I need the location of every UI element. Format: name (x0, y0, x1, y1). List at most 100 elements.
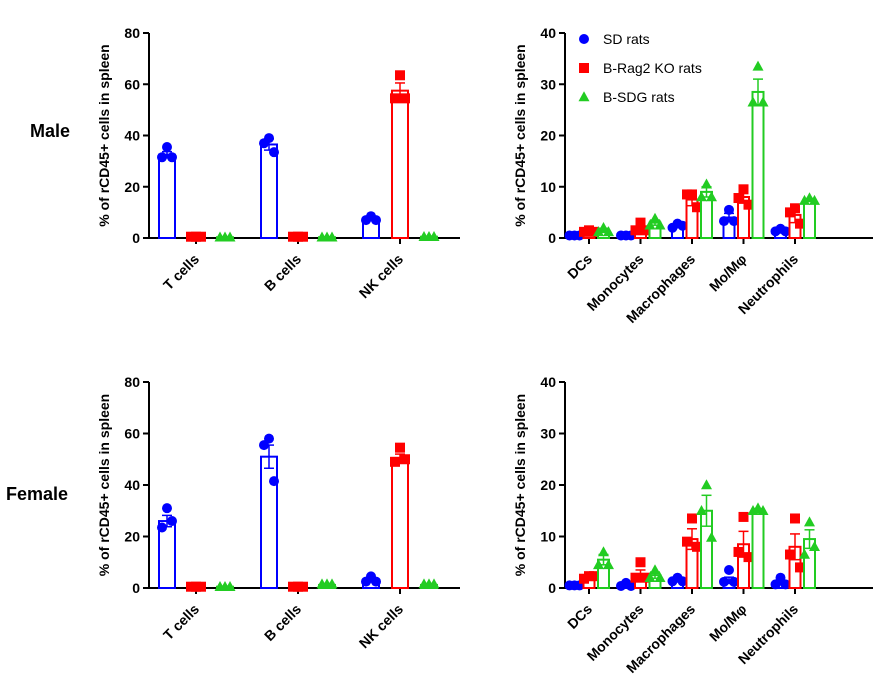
x-tick-label-t-cells: T cells (160, 601, 202, 643)
data-point-b-rag2-ko-rats (785, 207, 795, 218)
data-point-b-sdg-rats (747, 505, 759, 515)
data-point-sd-rats (167, 516, 177, 527)
legend-entry-sd-rats: SD rats (603, 31, 650, 47)
data-point-sd-rats (677, 220, 688, 231)
data-point-sd-rats (167, 152, 177, 163)
data-point-sd-rats (259, 138, 269, 149)
y-tick-label: 40 (540, 25, 556, 41)
data-point-b-sdg-rats (809, 194, 820, 205)
data-point-b-sdg-rats (757, 505, 769, 515)
data-point-b-sdg-rats (214, 231, 226, 242)
y-axis-label: % of rCD45+ cells in spleen (96, 394, 112, 576)
chart-female-myeloid: 0 10 20 30 40 % of rCD45+ cells in spleen DCs M… (512, 374, 873, 676)
y-tick-label: 30 (540, 76, 556, 92)
data-point-sd-rats (616, 230, 626, 241)
row-label-male: Male (30, 121, 71, 141)
data-point-sd-rats (371, 215, 381, 226)
data-point-b-rag2-ko-rats (288, 581, 298, 592)
bar-b-sdg-rats-neutrophils (803, 198, 816, 239)
data-point-b-rag2-ko-rats (589, 571, 599, 582)
data-point-b-rag2-ko-rats (790, 513, 800, 524)
data-point-b-sdg-rats (747, 96, 759, 107)
data-point-b-sdg-rats (593, 559, 604, 570)
data-point-b-sdg-rats (757, 96, 769, 107)
row-label-female: Female (6, 484, 69, 504)
data-point-b-rag2-ko-rats (733, 546, 744, 557)
x-tick-label-nk-cells: NK cells (356, 251, 407, 302)
data-point-b-rag2-ko-rats (288, 231, 298, 242)
data-point-b-sdg-rats (804, 516, 815, 527)
data-point-b-rag2-ko-rats (298, 581, 308, 592)
data-point-b-sdg-rats (701, 479, 712, 490)
data-point-b-rag2-ko-rats (186, 231, 196, 242)
data-point-sd-rats (157, 522, 167, 533)
y-tick-label: 0 (132, 230, 140, 246)
x-tick-label-dcs: DCs (564, 251, 595, 282)
y-tick-label: 20 (124, 529, 140, 545)
data-point-b-rag2-ko-rats (640, 572, 651, 583)
data-point-b-sdg-rats (644, 571, 656, 582)
data-point-b-sdg-rats (654, 219, 666, 230)
data-point-b-rag2-ko-rats (738, 511, 749, 522)
bar-b-sdg-rats-mo-m (751, 509, 765, 589)
bar-b-rag2-ko-rats-nk-cells (391, 456, 409, 589)
x-tick-label-t-cells: T cells (160, 251, 202, 293)
data-point-b-sdg-rats (326, 231, 338, 242)
data-point-b-rag2-ko-rats (682, 189, 692, 200)
y-tick-label: 60 (124, 426, 140, 442)
y-tick-label: 80 (124, 374, 140, 390)
x-tick-label-mo-m: Mo/Mφ (706, 601, 750, 645)
bar-sd-rats-b-cells (260, 143, 278, 239)
data-point-sd-rats (729, 576, 739, 587)
y-tick-label: 40 (124, 477, 140, 493)
data-point-sd-rats (780, 579, 791, 590)
chart-male-lymphocytes: 0 20 40 60 80 % of rCD45+ cells in spleen T ce… (96, 25, 460, 301)
y-tick-label: 10 (540, 179, 556, 195)
data-point-b-sdg-rats (326, 578, 338, 589)
data-point-b-sdg-rats (644, 219, 656, 230)
data-point-b-rag2-ko-rats (390, 456, 400, 467)
legend-entry-b-sdg-rats: B-SDG rats (603, 89, 675, 105)
data-point-sd-rats (162, 142, 172, 153)
data-point-b-rag2-ko-rats (390, 93, 400, 104)
data-point-b-rag2-ko-rats (298, 231, 308, 242)
y-tick-label: 40 (124, 128, 140, 144)
data-point-sd-rats (770, 579, 781, 590)
data-point-sd-rats (719, 216, 729, 227)
data-point-b-rag2-ko-rats (400, 93, 410, 104)
data-point-sd-rats (361, 576, 371, 587)
data-point-b-sdg-rats (224, 580, 236, 591)
data-point-b-sdg-rats (418, 578, 430, 589)
data-point-b-rag2-ko-rats (733, 193, 744, 204)
bar-b-rag2-ko-rats-nk-cells (391, 89, 409, 239)
data-point-b-sdg-rats (799, 548, 810, 559)
data-point-b-sdg-rats (649, 564, 661, 575)
data-point-b-rag2-ko-rats (795, 562, 805, 573)
y-tick-label: 0 (548, 580, 556, 596)
data-point-b-sdg-rats (809, 541, 820, 552)
x-tick-label-b-cells: B cells (261, 601, 304, 644)
data-point-b-rag2-ko-rats (196, 581, 206, 592)
data-point-b-rag2-ko-rats (687, 513, 697, 524)
y-tick-label: 0 (132, 580, 140, 596)
legend: SD rats B-Rag2 KO rats B-SDG rats (578, 31, 702, 105)
data-point-b-sdg-rats (418, 230, 430, 241)
data-point-b-rag2-ko-rats (395, 70, 405, 81)
data-point-b-sdg-rats (603, 559, 614, 570)
data-point-b-sdg-rats (799, 194, 810, 205)
y-tick-label: 60 (124, 76, 140, 92)
data-point-b-sdg-rats (316, 578, 328, 589)
x-tick-label-dcs: DCs (564, 601, 595, 632)
data-point-b-rag2-ko-rats (795, 218, 805, 229)
data-point-b-rag2-ko-rats (196, 231, 206, 242)
y-tick-label: 80 (124, 25, 140, 41)
data-point-b-rag2-ko-rats (785, 549, 795, 560)
data-point-sd-rats (724, 564, 734, 575)
data-point-sd-rats (667, 576, 678, 587)
data-point-sd-rats (564, 230, 575, 241)
chart-female-lymphocytes: 0 20 40 60 80 % of rCD45+ cells in spleen T ce… (96, 374, 460, 651)
x-tick-label-nk-cells: NK cells (356, 601, 407, 652)
data-point-b-sdg-rats (701, 178, 712, 189)
data-point-b-rag2-ko-rats (635, 557, 646, 568)
